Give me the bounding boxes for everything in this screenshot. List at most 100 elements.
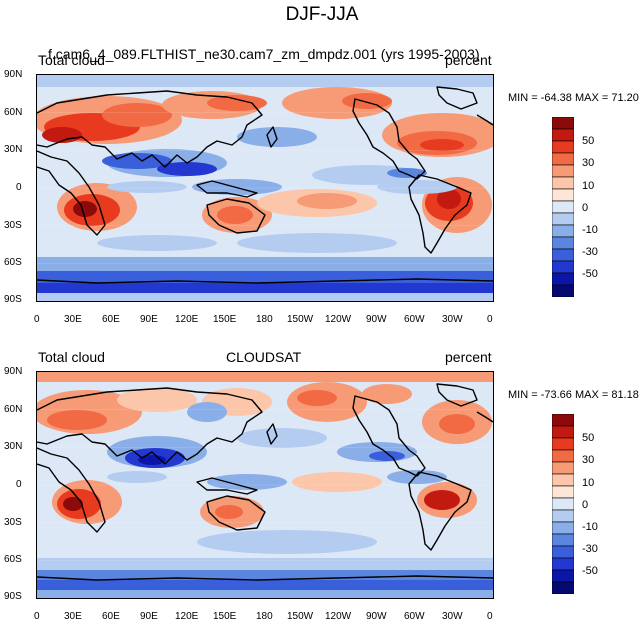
p2-lat-eq: 0 <box>16 479 22 490</box>
p1-lon-120w: 120W <box>325 314 352 325</box>
colorbar-swatch <box>552 248 574 262</box>
p2-cb-label-10: 10 <box>582 477 595 489</box>
p2-lat-30n: 30N <box>4 441 23 452</box>
p1-cb-label-m30: -30 <box>582 246 598 258</box>
p2-lat-90s: 90S <box>4 591 22 602</box>
p1-cb-label-m10: -10 <box>582 224 598 236</box>
panel2-min-label: MIN = -73.66 <box>508 389 572 401</box>
panel2-left-label: Total cloud <box>38 349 105 365</box>
p2-lat-30s: 30S <box>4 517 22 528</box>
p2-lon-30e: 30E <box>64 611 82 622</box>
colorbar-swatch <box>552 569 574 583</box>
p1-lat-eq: 0 <box>16 182 22 193</box>
p2-cb-label-0: 0 <box>582 499 589 511</box>
panel2-colorbar <box>552 414 574 594</box>
colorbar-swatch <box>552 224 574 238</box>
p1-lon-60w: 60W <box>404 314 425 325</box>
colorbar-swatch <box>552 260 574 274</box>
colorbar-swatch <box>552 533 574 547</box>
colorbar-swatch <box>552 581 574 594</box>
p1-cb-label-10: 10 <box>582 180 595 192</box>
panel1-colorbar <box>552 117 574 297</box>
p1-lat-60s: 60S <box>4 257 22 268</box>
colorbar-swatch <box>552 449 574 463</box>
panel2-colorbar-swatches <box>552 414 574 594</box>
colorbar-swatch <box>552 414 574 427</box>
p2-cb-label-m30: -30 <box>582 543 598 555</box>
p2-lon-60e: 60E <box>102 611 120 622</box>
colorbar-swatch <box>552 152 574 166</box>
colorbar-swatch <box>552 128 574 142</box>
colorbar-swatch <box>552 485 574 499</box>
p2-lon-30w: 30W <box>442 611 463 622</box>
panel1-center-label: f.cam6_4_089.FLTHIST_ne30.cam7_zm_dmpdz.… <box>48 46 480 62</box>
colorbar-swatch <box>552 188 574 202</box>
colorbar-swatch <box>552 545 574 559</box>
colorbar-swatch <box>552 473 574 487</box>
p2-lat-90n: 90N <box>4 366 23 377</box>
p1-lon-60e: 60E <box>102 314 120 325</box>
p1-lat-90n: 90N <box>4 69 23 80</box>
p1-cb-label-m50: -50 <box>582 268 598 280</box>
p2-lat-60s: 60S <box>4 554 22 565</box>
p2-lon-150e: 150E <box>213 611 237 622</box>
p1-lon-0: 0 <box>34 314 40 325</box>
p2-lon-150w: 150W <box>287 611 314 622</box>
p2-lon-360: 0 <box>487 611 493 622</box>
colorbar-swatch <box>552 521 574 535</box>
p1-lon-180: 180 <box>256 314 273 325</box>
p2-cb-label-30: 30 <box>582 454 595 466</box>
panel1-map-graphic <box>37 75 493 301</box>
page-title: DJF-JJA <box>285 4 359 25</box>
panel1-right-label: percent <box>445 52 492 68</box>
p2-lon-60w: 60W <box>404 611 425 622</box>
p2-lon-120w: 120W <box>325 611 352 622</box>
colorbar-swatch <box>552 509 574 523</box>
colorbar-swatch <box>552 140 574 154</box>
p2-lon-90w: 90W <box>366 611 387 622</box>
p2-lon-0: 0 <box>34 611 40 622</box>
p2-lat-60n: 60N <box>4 404 23 415</box>
p1-lon-120e: 120E <box>175 314 199 325</box>
p1-cb-label-50: 50 <box>582 135 595 147</box>
colorbar-swatch <box>552 117 574 130</box>
colorbar-swatch <box>552 200 574 214</box>
colorbar-swatch <box>552 497 574 511</box>
colorbar-swatch <box>552 437 574 451</box>
p1-lon-150e: 150E <box>213 314 237 325</box>
p1-lon-30w: 30W <box>442 314 463 325</box>
p1-lon-90w: 90W <box>366 314 387 325</box>
colorbar-swatch <box>552 557 574 571</box>
colorbar-swatch <box>552 272 574 286</box>
p2-cb-label-m10: -10 <box>582 521 598 533</box>
p1-cb-label-30: 30 <box>582 157 595 169</box>
p2-lon-120e: 120E <box>175 611 199 622</box>
colorbar-swatch <box>552 212 574 226</box>
panel2-right-label: percent <box>445 349 492 365</box>
panel2-map <box>36 371 494 599</box>
colorbar-swatch <box>552 164 574 178</box>
p1-lat-30n: 30N <box>4 144 23 155</box>
colorbar-swatch <box>552 461 574 475</box>
p1-lon-30e: 30E <box>64 314 82 325</box>
colorbar-swatch <box>552 425 574 439</box>
p1-lat-60n: 60N <box>4 107 23 118</box>
colorbar-swatch <box>552 236 574 250</box>
panel1-colorbar-swatches <box>552 117 574 297</box>
p1-lon-150w: 150W <box>287 314 314 325</box>
p2-cb-label-50: 50 <box>582 432 595 444</box>
panel2-center-label: CLOUDSAT <box>226 349 302 365</box>
panel1-max-label: MAX = 71.20 <box>574 92 639 104</box>
panel1-left-label: Total cloud <box>38 52 105 68</box>
p1-cb-label-0: 0 <box>582 202 589 214</box>
p1-lat-90s: 90S <box>4 294 22 305</box>
p2-cb-label-m50: -50 <box>582 565 598 577</box>
panel1-map <box>36 74 494 302</box>
panel1-min-label: MIN = -64.38 <box>508 92 572 104</box>
p1-lon-360: 0 <box>487 314 493 325</box>
p2-lon-180: 180 <box>256 611 273 622</box>
panel2-max-label: MAX = 81.18 <box>574 389 639 401</box>
colorbar-swatch <box>552 176 574 190</box>
panel2-map-graphic <box>37 372 493 598</box>
colorbar-swatch <box>552 284 574 297</box>
